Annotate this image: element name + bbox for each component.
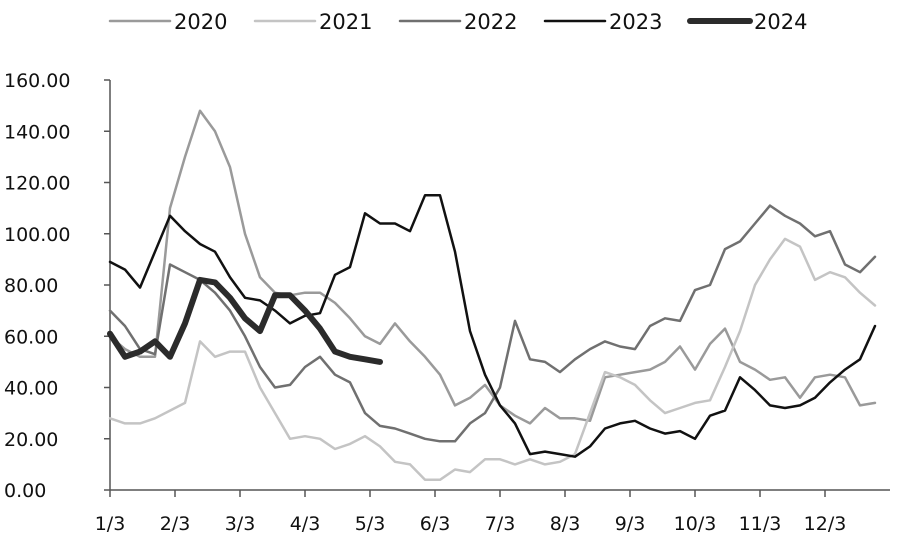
series-line-2021 bbox=[108, 237, 877, 482]
legend: 2020 2021 2022 2023 2024 bbox=[108, 10, 807, 34]
x-tick-label: 4/3 bbox=[290, 513, 321, 535]
legend-label-2021: 2021 bbox=[319, 10, 372, 34]
x-tick-label: 7/3 bbox=[485, 513, 516, 535]
y-tick-label: 120.00 bbox=[4, 173, 70, 195]
x-tick-label: 6/3 bbox=[420, 513, 451, 535]
y-tick-label: 160.00 bbox=[4, 70, 70, 92]
x-tick-label: 9/3 bbox=[615, 513, 646, 535]
y-tick-label: 0.00 bbox=[4, 480, 46, 502]
x-tick-label: 2/3 bbox=[160, 513, 191, 535]
y-tick-label: 20.00 bbox=[4, 429, 58, 451]
y-tick-label: 100.00 bbox=[4, 224, 70, 246]
x-tick-label: 11/3 bbox=[739, 513, 782, 535]
y-tick-label: 140.00 bbox=[4, 121, 70, 143]
legend-label-2023: 2023 bbox=[609, 10, 662, 34]
y-tick-label: 60.00 bbox=[4, 326, 58, 348]
x-tick-label: 10/3 bbox=[674, 513, 717, 535]
series-line-2022 bbox=[108, 204, 877, 443]
series-line-2020 bbox=[108, 109, 877, 425]
plot-lines bbox=[107, 109, 877, 482]
series-line-2023 bbox=[108, 194, 877, 458]
legend-label-2022: 2022 bbox=[464, 10, 517, 34]
legend-label-2020: 2020 bbox=[174, 10, 227, 34]
y-tick-label: 40.00 bbox=[4, 378, 58, 400]
series-line-2024 bbox=[107, 276, 383, 365]
x-tick-label: 1/3 bbox=[95, 513, 126, 535]
x-tick-label: 3/3 bbox=[225, 513, 256, 535]
x-tick-label: 8/3 bbox=[550, 513, 581, 535]
x-tick-label: 5/3 bbox=[355, 513, 386, 535]
y-tick-label: 80.00 bbox=[4, 275, 58, 297]
x-tick-label: 12/3 bbox=[804, 513, 847, 535]
legend-label-2024: 2024 bbox=[754, 10, 807, 34]
x-axis: 1/3 2/3 3/3 4/3 5/3 6/3 7/3 8/3 9/3 10/3 11/3 12/3 bbox=[95, 489, 890, 535]
y-axis: 0.00 20.00 40.00 60.00 80.00 100.00 120.00 140.… bbox=[4, 70, 111, 502]
